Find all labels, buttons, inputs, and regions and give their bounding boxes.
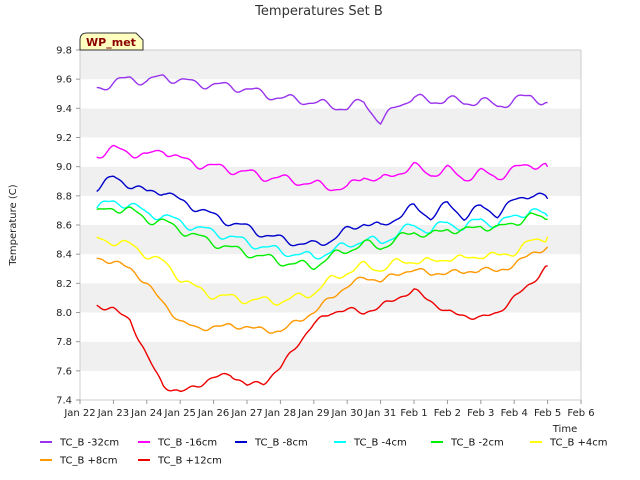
y-tick-label: 7.4	[56, 396, 72, 407]
x-axis: Jan 22 Jan 23 Jan 24 Jan 25 Jan 26 Jan 27 Jan …	[63, 400, 595, 419]
y-tick-label: 9.2	[56, 133, 72, 144]
legend-item-label: TC_B +4cm	[549, 438, 608, 449]
grid-band	[80, 312, 581, 342]
legend: TC_B -32cm TC_B -16cm TC_B -8cm TC_B -4cm TC…	[40, 438, 608, 467]
y-tick-label: 9.0	[56, 162, 72, 173]
legend-item-label: TC_B +8cm	[59, 456, 118, 467]
legend-item-label: TC_B +12cm	[157, 456, 222, 467]
grid-band	[80, 137, 581, 167]
y-tick-label: 8.8	[56, 191, 72, 202]
series-line	[96, 144, 549, 192]
grid-band	[80, 370, 581, 400]
grid-band	[80, 50, 581, 80]
x-tick-label: Jan 27	[230, 408, 262, 419]
legend-item-label: TC_B -4cm	[353, 438, 407, 449]
grid-band	[80, 108, 581, 138]
x-tick-label: Jan 31	[364, 408, 396, 419]
series-line	[96, 236, 549, 306]
badge-shape	[79, 32, 144, 51]
y-tick-label: 9.4	[56, 104, 72, 115]
series-line	[96, 175, 549, 247]
y-tick-label: 8.6	[56, 221, 72, 232]
x-tick-label: Feb 6	[567, 408, 594, 419]
x-tick-label: Jan 26	[197, 408, 229, 419]
x-tick-label: Feb 3	[467, 408, 494, 419]
chart-title: Temperatures Set B	[254, 4, 383, 19]
legend-item-label: TC_B -8cm	[254, 438, 308, 449]
grid-band	[80, 195, 581, 225]
grid-band	[80, 79, 581, 109]
x-tick-label: Feb 1	[400, 408, 427, 419]
y-tick-label: 9.8	[56, 46, 72, 57]
y-axis-title: Temperature (C)	[8, 184, 19, 266]
legend-item-label: TC_B -32cm	[59, 438, 119, 449]
x-tick-label: Jan 28	[264, 408, 296, 419]
x-tick-label: Jan 22	[63, 408, 95, 419]
x-tick-label: Jan 24	[130, 408, 162, 419]
legend-item-label: TC_B -2cm	[450, 438, 504, 449]
x-axis-title: Time	[552, 424, 577, 435]
y-tick-label: 7.8	[56, 337, 72, 348]
y-tick-label: 9.6	[56, 75, 72, 86]
grid-band	[80, 254, 581, 284]
x-tick-label: Feb 4	[501, 408, 528, 419]
station-badge: WP_met	[79, 32, 144, 51]
x-tick-label: Feb 5	[534, 408, 561, 419]
y-tick-label: 8.2	[56, 279, 72, 290]
x-tick-label: Feb 2	[434, 408, 461, 419]
series-line	[96, 206, 548, 271]
x-tick-label: Jan 30	[331, 408, 363, 419]
grid-band	[80, 341, 581, 371]
y-axis: 7.4 7.6 7.8 8.0 8.2 8.4 8.6 8.8 9.0 9.2 9.4 9.6 9.8	[56, 46, 80, 407]
series-line	[96, 200, 549, 260]
x-tick-label: Jan 25	[164, 408, 196, 419]
badge-label: WP_met	[86, 36, 136, 49]
x-tick-label: Jan 29	[297, 408, 329, 419]
series-line	[96, 246, 549, 334]
grid-band	[80, 225, 581, 255]
x-tick-label: Jan 23	[97, 408, 129, 419]
series-line	[96, 265, 548, 393]
legend-item-label: TC_B -16cm	[157, 438, 217, 449]
y-tick-label: 8.4	[56, 250, 72, 261]
series-line	[96, 74, 548, 125]
grid-bands	[80, 50, 581, 400]
series-lines	[96, 74, 549, 393]
y-tick-label: 7.6	[56, 366, 72, 377]
y-tick-label: 8.0	[56, 308, 72, 319]
